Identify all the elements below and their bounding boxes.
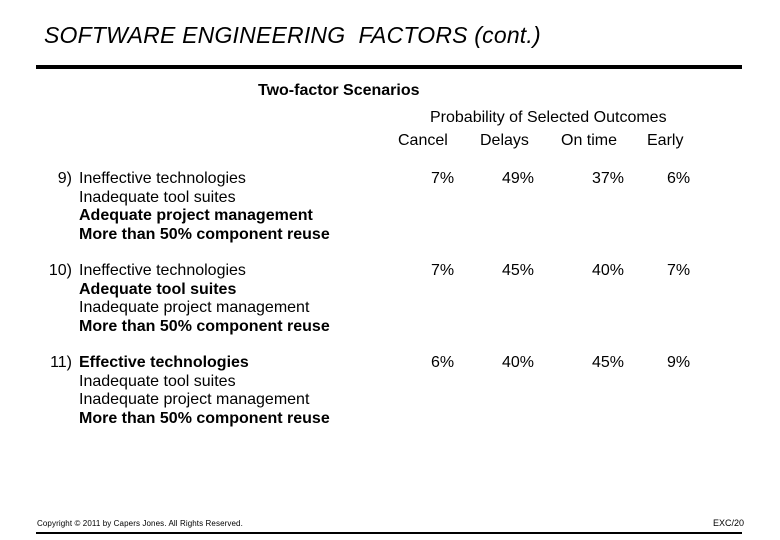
value-on-time: 45% <box>592 354 625 371</box>
value-on-time: 37% <box>592 170 625 187</box>
value-delays: 49% <box>502 170 535 187</box>
column-header-on-time: On time <box>561 132 618 149</box>
slide-title: SOFTWARE ENGINEERING FACTORS (cont.) <box>44 22 541 48</box>
scenario-factors: Effective technologies Inadequate tool s… <box>79 354 330 428</box>
scenario-factors: Ineffective technologies Adequate tool s… <box>79 262 330 336</box>
value-early: 9% <box>667 354 691 371</box>
value-early: 7% <box>667 262 691 279</box>
factor-reuse: More than 50% component reuse <box>79 409 330 427</box>
scenario-row: 11) Effective technologies Inadequate to… <box>0 354 780 444</box>
value-cancel: 7% <box>431 170 455 187</box>
factor-management: Inadequate project management <box>79 299 310 316</box>
column-header-early: Early <box>647 132 684 149</box>
factor-technology: Ineffective technologies <box>79 170 246 187</box>
factor-reuse: More than 50% component reuse <box>79 317 330 335</box>
factor-reuse: More than 50% component reuse <box>79 225 330 243</box>
scenario-row: 10) Ineffective technologies Adequate to… <box>0 262 780 352</box>
copyright-notice: Copyright © 2011 by Capers Jones. All Ri… <box>37 519 243 528</box>
slide-subtitle: Two-factor Scenarios <box>258 82 420 99</box>
factor-management: Adequate project management <box>79 207 313 224</box>
value-on-time: 40% <box>592 262 625 279</box>
column-header-delays: Delays <box>480 132 529 149</box>
factor-tools: Inadequate tool suites <box>79 188 236 206</box>
value-delays: 45% <box>502 262 535 279</box>
factor-management: Inadequate project management <box>79 391 310 408</box>
value-delays: 40% <box>502 354 535 371</box>
column-header-cancel: Cancel <box>398 132 448 149</box>
footer-divider <box>36 532 742 534</box>
scenario-number: 10) <box>48 262 72 279</box>
scenario-number: 9) <box>57 170 72 187</box>
value-cancel: 6% <box>431 354 455 371</box>
factor-tools: Adequate tool suites <box>79 280 237 298</box>
value-cancel: 7% <box>431 262 455 279</box>
table-heading: Probability of Selected Outcomes <box>430 109 667 126</box>
factor-technology: Ineffective technologies <box>79 262 246 279</box>
title-divider <box>36 65 742 69</box>
scenario-factors: Ineffective technologies Inadequate tool… <box>79 170 330 244</box>
value-early: 6% <box>667 170 691 187</box>
page-number: EXC/20 <box>713 518 745 528</box>
scenario-row: 9) Ineffective technologies Inadequate t… <box>0 170 780 260</box>
factor-tools: Inadequate tool suites <box>79 372 236 390</box>
scenario-number: 11) <box>50 354 72 371</box>
factor-technology: Effective technologies <box>79 354 249 371</box>
